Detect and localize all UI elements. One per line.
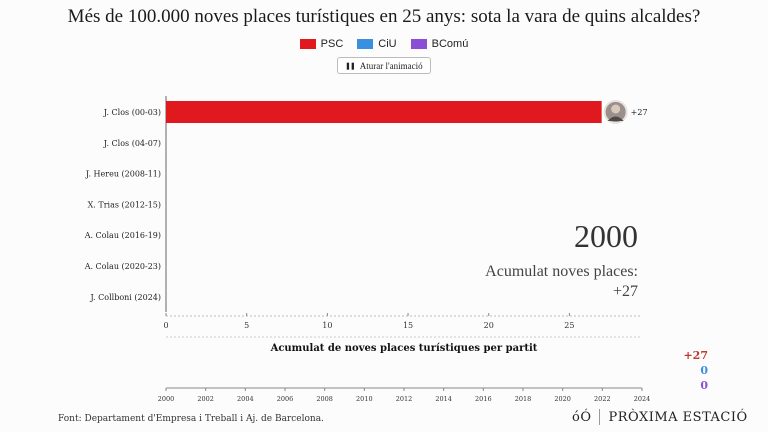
year-tick-label: 2024	[634, 395, 651, 403]
pause-icon: ❚❚	[345, 61, 356, 70]
legend-label-ciu: CiU	[378, 38, 397, 50]
category-label: J. Collboni (2024)	[89, 293, 161, 302]
year-tick-label: 2000	[158, 395, 175, 403]
legend-label-bcomu: BComú	[431, 38, 469, 50]
legend-swatch-psc	[299, 39, 316, 49]
x-tick-label: 25	[564, 321, 574, 330]
year-tick-label: 2010	[356, 395, 373, 403]
x-tick-label: 5	[244, 321, 249, 330]
category-label: A. Colau (2016-19)	[84, 231, 161, 240]
year-tick-label: 2008	[316, 395, 333, 403]
legend-item-bcomu: BComú	[410, 38, 469, 50]
total-bcomu: 0	[700, 379, 708, 392]
bar	[166, 101, 602, 123]
accumulated-panel: Acumulat noves places: +27	[485, 262, 638, 302]
accumulated-label: Acumulat noves places:	[485, 263, 638, 280]
brand-name: PRÒXIMA ESTACIÓ	[608, 409, 748, 425]
year-tick-label: 2006	[277, 395, 294, 403]
accumulated-value: +27	[612, 283, 638, 300]
source-note: Font: Departament d'Empresa i Treball i …	[58, 414, 324, 424]
year-tick-label: 2016	[475, 395, 492, 403]
current-year: 2000	[574, 218, 638, 254]
legend-swatch-bcomu	[410, 39, 427, 49]
line-chart-title: Acumulat de noves places turístiques per…	[270, 343, 538, 354]
x-tick-label: 20	[484, 321, 494, 330]
legend-item-ciu: CiU	[357, 38, 397, 50]
category-label: J. Clos (00-03)	[103, 108, 161, 117]
year-tick-label: 2002	[197, 395, 214, 403]
year-tick-label: 2020	[554, 395, 571, 403]
total-psc: +27	[683, 349, 708, 362]
legend-label-psc: PSC	[320, 38, 344, 50]
brand-mark: óÓ	[572, 409, 592, 425]
year-tick-label: 2012	[396, 395, 413, 403]
year-tick-label: 2014	[435, 395, 452, 403]
mayor-avatar-face	[611, 104, 621, 114]
year-tick-label: 2018	[515, 395, 532, 403]
bar-value-label: +27	[631, 108, 648, 117]
pause-animation-button[interactable]: ❚❚ Aturar l'animació	[337, 57, 431, 74]
year-tick-label: 2022	[594, 395, 611, 403]
x-tick-label: 15	[403, 321, 413, 330]
chart-title: Més de 100.000 noves places turístiques …	[67, 6, 701, 27]
legend-item-psc: PSC	[299, 38, 344, 50]
category-label: X. Trias (2012-15)	[88, 200, 161, 209]
category-label: J. Hereu (2008-11)	[85, 170, 161, 179]
category-label: J. Clos (04-07)	[103, 139, 161, 148]
mayor-avatar-body	[607, 116, 624, 121]
pause-animation-label: Aturar l'animació	[359, 60, 423, 71]
brand-logo: óÓ PRÒXIMA ESTACIÓ	[572, 409, 748, 425]
x-tick-label: 10	[322, 321, 332, 330]
party-totals: +27 0 0	[683, 348, 708, 393]
legend-swatch-ciu	[357, 39, 374, 49]
total-ciu: 0	[700, 364, 708, 377]
legend: PSC CiU BComú	[0, 38, 768, 50]
year-tick-label: 2004	[237, 395, 254, 403]
logo-divider	[599, 409, 601, 425]
x-tick-label: 0	[163, 321, 168, 330]
category-label: A. Colau (2020-23)	[84, 262, 161, 271]
